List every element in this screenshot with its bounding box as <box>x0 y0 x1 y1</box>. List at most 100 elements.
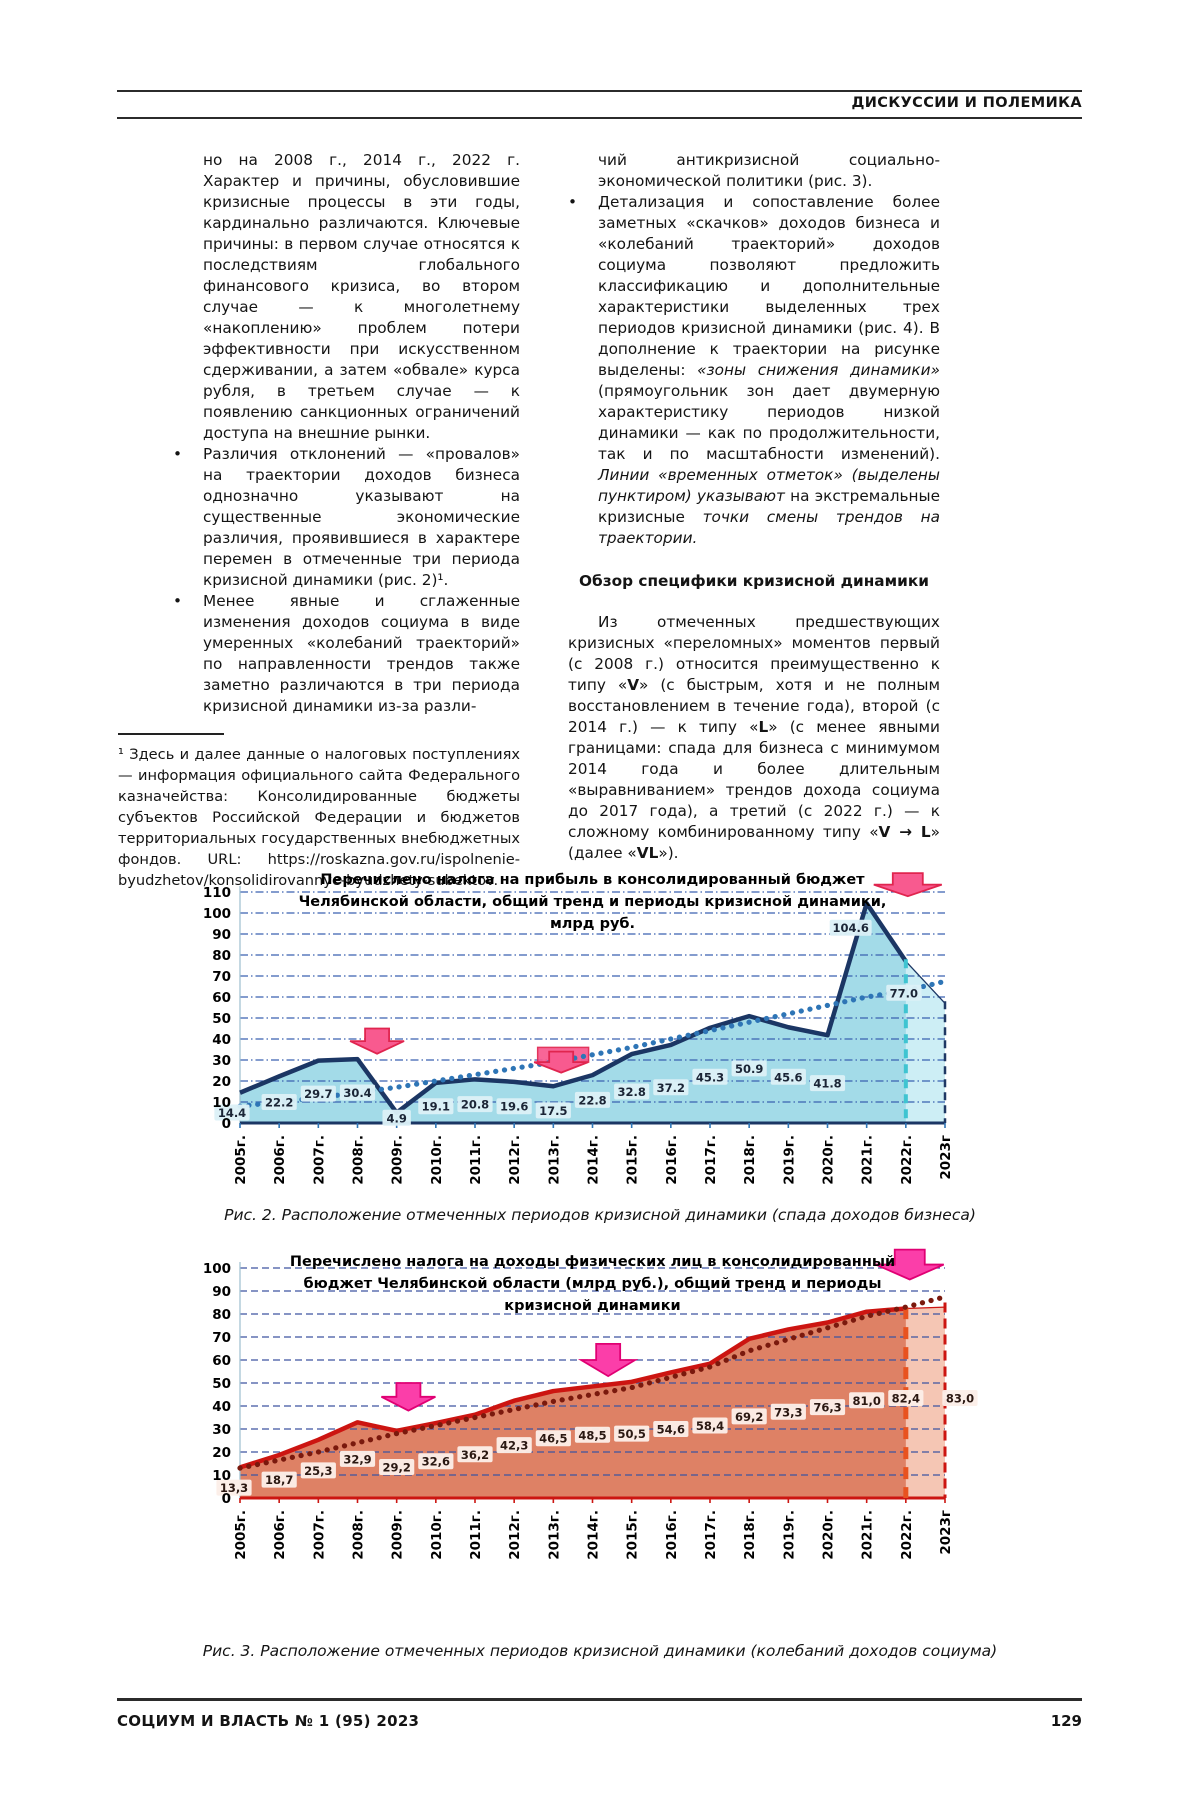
svg-text:Перечислено налога на доходы ф: Перечислено налога на доходы физических … <box>290 1254 895 1270</box>
svg-text:13,3: 13,3 <box>220 1481 248 1495</box>
income-area <box>240 1307 945 1498</box>
list-item-text: Различия отклонений — «провалов» на трае… <box>203 445 520 589</box>
figure-3-caption: Рис. 3. Расположение отмеченных периодов… <box>202 1642 998 1660</box>
svg-text:2008г.: 2008г. <box>351 1135 367 1185</box>
svg-text:2021г.: 2021г. <box>860 1510 876 1560</box>
data-labels: 13,3 18,7 25,3 32,9 29,2 32,6 36,2 42,3 46,5 48,5… <box>216 1389 978 1496</box>
footer-journal-title: СОЦИУМ И ВЛАСТЬ № 1 (95) 2023 <box>117 1712 420 1730</box>
svg-text:2021г.: 2021г. <box>860 1135 876 1185</box>
svg-text:кризисной динамики: кризисной динамики <box>504 1298 680 1314</box>
chart-canvas: 14.4 22.2 29.7 30.4 4.9 19.1 20.8 19.6 17.5 22.8 3… <box>203 872 954 1185</box>
income-line <box>239 901 908 1115</box>
income-line <box>239 1306 907 1470</box>
svg-text:48,5: 48,5 <box>578 1428 606 1442</box>
text-segment: VL <box>636 844 659 862</box>
income-area <box>240 903 945 1123</box>
svg-text:32,6: 32,6 <box>422 1455 450 1469</box>
svg-text:30.4: 30.4 <box>343 1086 371 1100</box>
footnote: ¹ Здесь и далее данные о налоговых посту… <box>118 746 520 889</box>
text-segment: V <box>627 676 640 694</box>
svg-text:2009г.: 2009г. <box>390 1510 406 1560</box>
svg-text:81,0: 81,0 <box>852 1394 880 1408</box>
svg-text:10: 10 <box>212 1095 231 1111</box>
svg-text:2014г.: 2014г. <box>586 1135 602 1185</box>
forecast-area <box>905 1307 945 1498</box>
svg-text:77.0: 77.0 <box>890 986 918 1000</box>
svg-text:2018г.: 2018г. <box>742 1135 758 1185</box>
svg-text:2012г.: 2012г. <box>507 1135 523 1185</box>
svg-text:80: 80 <box>212 948 231 964</box>
svg-text:19.6: 19.6 <box>500 1100 528 1114</box>
forecast-edge <box>905 960 946 1004</box>
svg-text:29,2: 29,2 <box>382 1460 410 1474</box>
svg-text:2007г.: 2007г. <box>311 1510 327 1560</box>
section-header: ДИСКУССИИ И ПОЛЕМИКА <box>851 95 1082 111</box>
svg-text:14.4: 14.4 <box>218 1106 246 1120</box>
svg-text:2019г.: 2019г. <box>781 1135 797 1185</box>
svg-text:2022г.: 2022г. <box>899 1510 915 1560</box>
svg-text:90: 90 <box>212 1284 231 1300</box>
svg-text:30: 30 <box>212 1422 231 1438</box>
svg-text:100: 100 <box>203 906 231 922</box>
crisis-down-arrow <box>577 1343 639 1378</box>
chart-title: Перечислено налога на прибыль в консолид… <box>299 872 887 932</box>
crisis-down-arrow <box>381 1382 436 1412</box>
trend-dotted-line <box>237 1295 944 1471</box>
svg-text:80: 80 <box>212 1307 231 1323</box>
text-segment: (прямоугольник зон дает двумерную характ… <box>598 382 940 463</box>
bullet-marker: • <box>173 445 183 463</box>
svg-text:2019г.: 2019г. <box>781 1510 797 1560</box>
svg-text:2015г.: 2015г. <box>625 1510 641 1560</box>
footnote-rule <box>118 733 224 735</box>
svg-text:40: 40 <box>212 1399 231 1415</box>
svg-text:2010г.: 2010г. <box>429 1135 445 1185</box>
svg-text:50,5: 50,5 <box>617 1427 645 1441</box>
svg-text:2013г.: 2013г. <box>546 1135 562 1185</box>
text-segment: Детализация и сопоставление более заметн… <box>598 193 940 379</box>
svg-text:58,4: 58,4 <box>696 1419 724 1433</box>
svg-text:70: 70 <box>212 1330 231 1346</box>
x-axis-labels: 2005г. 2006г. 2007г. 2008г. 2009г. 2010г. 2011… <box>233 1135 954 1185</box>
svg-text:18,7: 18,7 <box>265 1473 293 1487</box>
svg-text:54,6: 54,6 <box>657 1423 685 1437</box>
svg-text:2020г.: 2020г. <box>821 1135 837 1185</box>
chart-title: Перечислено налога на доходы физических … <box>290 1254 895 1314</box>
text-segment: V → L <box>878 823 931 841</box>
data-labels: 14.4 22.2 29.7 30.4 4.9 19.1 20.8 19.6 17.5 22.8 3… <box>214 919 922 1126</box>
svg-text:22.8: 22.8 <box>578 1093 606 1107</box>
svg-text:70: 70 <box>212 969 231 985</box>
svg-text:50.9: 50.9 <box>735 1062 763 1076</box>
header-rule-top <box>117 90 1082 92</box>
svg-text:60: 60 <box>212 990 231 1006</box>
svg-text:76,3: 76,3 <box>813 1401 841 1415</box>
svg-text:2007г.: 2007г. <box>311 1135 327 1185</box>
svg-text:2010г.: 2010г. <box>429 1510 445 1560</box>
text-segment: точки смены трендов на траектории. <box>598 508 940 547</box>
svg-text:25,3: 25,3 <box>304 1464 332 1478</box>
footer-rule <box>117 1698 1082 1701</box>
chart-canvas: 13,3 18,7 25,3 32,9 29,2 32,6 36,2 42,3 46,5 48,5… <box>203 1248 978 1560</box>
x-axis-ticks <box>239 1498 946 1503</box>
svg-text:2006г.: 2006г. <box>272 1135 288 1185</box>
svg-text:2005г.: 2005г. <box>233 1510 249 1560</box>
svg-text:2006г.: 2006г. <box>272 1510 288 1560</box>
svg-text:104.6: 104.6 <box>832 921 868 935</box>
svg-text:0: 0 <box>222 1116 231 1132</box>
text-segment: Линии «временных отметок» (выделены пунк… <box>598 466 940 505</box>
svg-text:10: 10 <box>212 1468 231 1484</box>
trend-dotted-line <box>237 979 944 1109</box>
figure-3-chart: 13,3 18,7 25,3 32,9 29,2 32,6 36,2 42,3 46,5 48,5… <box>185 1238 1000 1600</box>
svg-text:50: 50 <box>212 1011 231 1027</box>
svg-text:2008г.: 2008г. <box>351 1510 367 1560</box>
svg-text:41.8: 41.8 <box>813 1077 841 1091</box>
svg-text:2023г: 2023г <box>938 1510 954 1555</box>
svg-text:29.7: 29.7 <box>304 1087 332 1101</box>
list-item-text: Детализация и сопоставление более заметн… <box>598 193 940 547</box>
svg-text:2013г.: 2013г. <box>546 1510 562 1560</box>
svg-text:2015г.: 2015г. <box>625 1135 641 1185</box>
text-segment: L <box>758 718 769 736</box>
text-segment: Из отмеченных предшествующих кризисных «… <box>568 613 940 694</box>
svg-text:90: 90 <box>212 927 231 943</box>
svg-text:2011г.: 2011г. <box>468 1510 484 1560</box>
svg-text:2012г.: 2012г. <box>507 1510 523 1560</box>
